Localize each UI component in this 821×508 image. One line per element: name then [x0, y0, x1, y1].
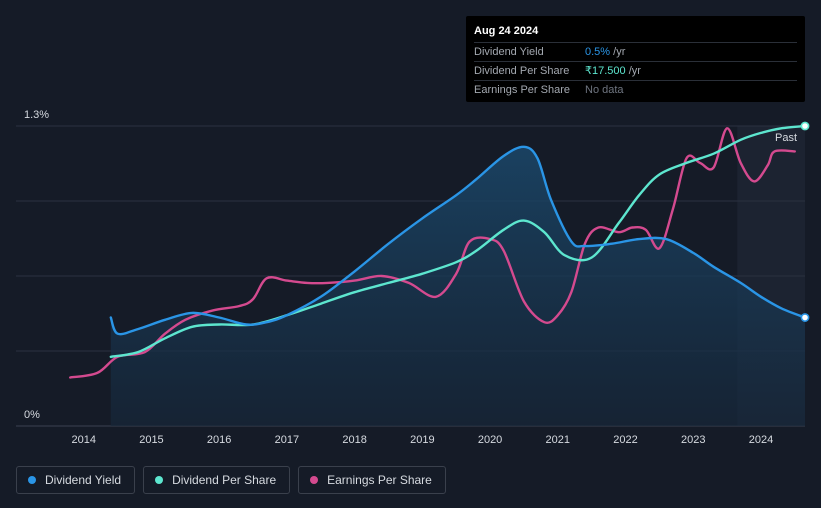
y-tick-label: 1.3% [24, 109, 49, 121]
x-tick-label: 2017 [275, 434, 299, 446]
tooltip-unit: /yr [625, 65, 641, 77]
legend-dividend-per-share[interactable]: Dividend Per Share [143, 466, 291, 494]
x-tick-label: 2016 [207, 434, 231, 446]
tooltip-row-dividend-per-share: Dividend Per Share ₹17.500 /yr [474, 61, 797, 80]
x-tick-label: 2018 [342, 434, 366, 446]
legend-label: Earnings Per Share [327, 473, 432, 487]
x-tick-label: 2021 [546, 434, 570, 446]
tooltip-row-earnings-per-share: Earnings Per Share No data [474, 80, 797, 99]
tooltip-panel: Aug 24 2024 Dividend Yield 0.5% /yr Divi… [466, 16, 805, 102]
tooltip-value: ₹17.500 [585, 65, 626, 77]
x-tick-label: 2020 [478, 434, 502, 446]
dividend-yield-end-marker [800, 313, 810, 322]
tooltip-value: 0.5% [585, 46, 611, 58]
dividend-yield-area [110, 146, 806, 426]
x-tick-label: 2015 [139, 434, 163, 446]
legend-label: Dividend Yield [45, 473, 122, 487]
dividend-yield-line [109, 145, 807, 336]
tooltip-unit: /yr [610, 46, 626, 58]
legend-dividend-yield[interactable]: Dividend Yield [16, 466, 136, 494]
legend-dot-icon [155, 476, 164, 484]
tooltip-label: Earnings Per Share [474, 84, 570, 96]
dividend-per-share-line [109, 124, 807, 358]
legend-label: Dividend Per Share [172, 473, 277, 487]
x-tick-label: 2024 [749, 434, 773, 446]
legend-dot-icon [310, 476, 319, 484]
tooltip-label: Dividend Yield [474, 46, 544, 58]
tooltip-label: Dividend Per Share [474, 65, 570, 77]
y-tick-label: 0% [24, 409, 40, 421]
chart-legend: Dividend Yield Dividend Per Share Earnin… [16, 466, 446, 494]
legend-earnings-per-share[interactable]: Earnings Per Share [298, 466, 446, 494]
tooltip-value: No data [585, 84, 624, 96]
x-tick-label: 2023 [681, 434, 705, 446]
dividend-per-share-end-marker [800, 121, 810, 131]
x-tick-label: 2014 [71, 434, 95, 446]
tooltip-row-dividend-yield: Dividend Yield 0.5% /yr [474, 42, 797, 61]
x-tick-label: 2022 [613, 434, 637, 446]
past-label: Past [775, 132, 797, 144]
legend-dot-icon [28, 476, 36, 484]
x-tick-label: 2019 [410, 434, 434, 446]
earnings-per-share-line [69, 127, 796, 379]
tooltip-date: Aug 24 2024 [474, 25, 539, 37]
